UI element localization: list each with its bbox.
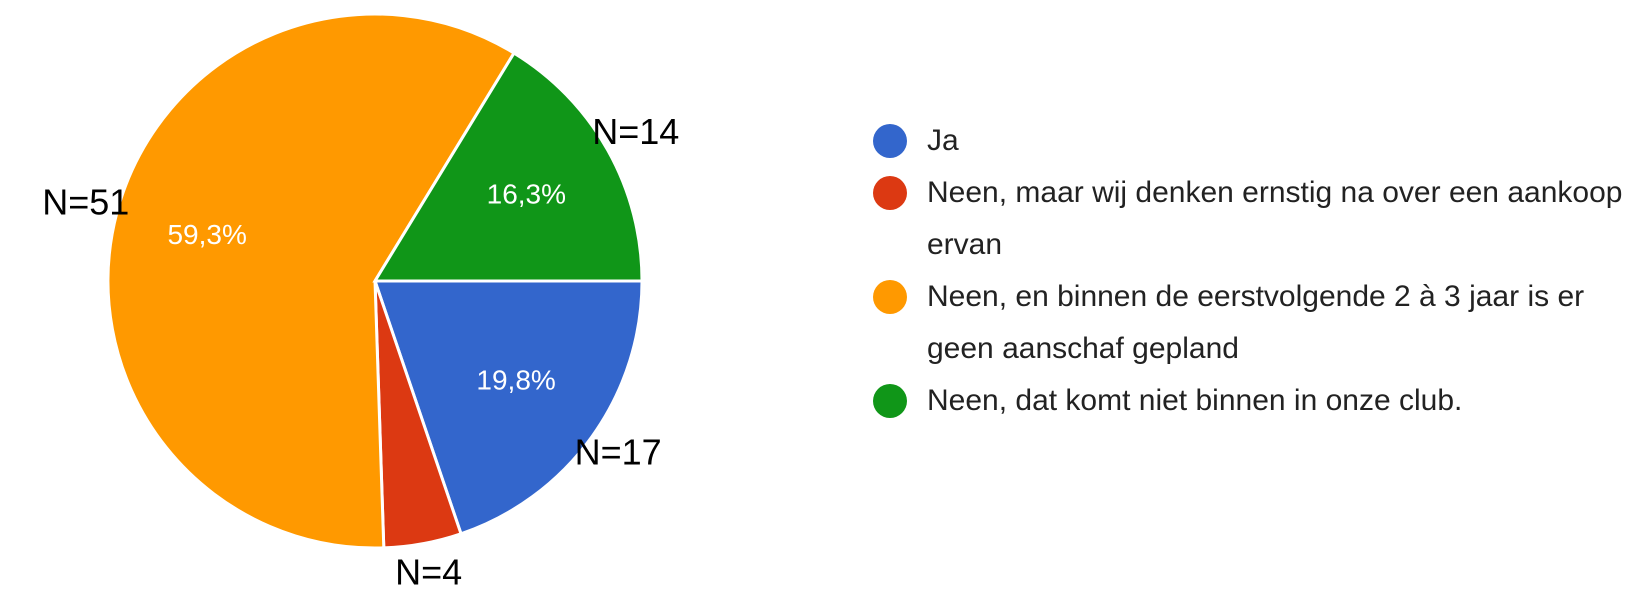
count-label: N=51 [42,181,129,222]
legend-item: Ja [870,115,1632,167]
legend-marker [873,280,907,314]
count-label: N=14 [592,111,679,152]
slice-label: 19,8% [476,364,555,395]
slice-label: 16,3% [487,178,566,209]
legend-marker [873,176,907,210]
pie-slice [372,50,644,283]
legend-label: Neen, maar wij denken ernstig na over ee… [927,176,1623,261]
legend: Ja Neen, maar wij denken ernstig na over … [870,115,1630,427]
pie-slice [106,12,517,550]
legend-marker [873,384,907,418]
legend-label: Neen, en binnen de eerstvolgende 2 à 3 j… [927,280,1585,365]
legend-item: Neen, dat komt niet binnen in onze club. [870,375,1632,427]
legend-marker [873,124,907,158]
legend-label: Ja [927,124,959,157]
legend-label: Neen, dat komt niet binnen in onze club. [927,384,1463,417]
legend-item: Neen, maar wij denken ernstig na over ee… [870,167,1632,271]
count-label: N=4 [395,552,462,593]
count-label: N=17 [575,432,662,473]
slice-label: 59,3% [167,219,246,250]
pie-slice [372,279,644,536]
chart: 19,8% N=17 N=4 59,3% N=51 16,3% N=14 [42,12,679,593]
legend-item: Neen, en binnen de eerstvolgende 2 à 3 j… [870,271,1632,375]
